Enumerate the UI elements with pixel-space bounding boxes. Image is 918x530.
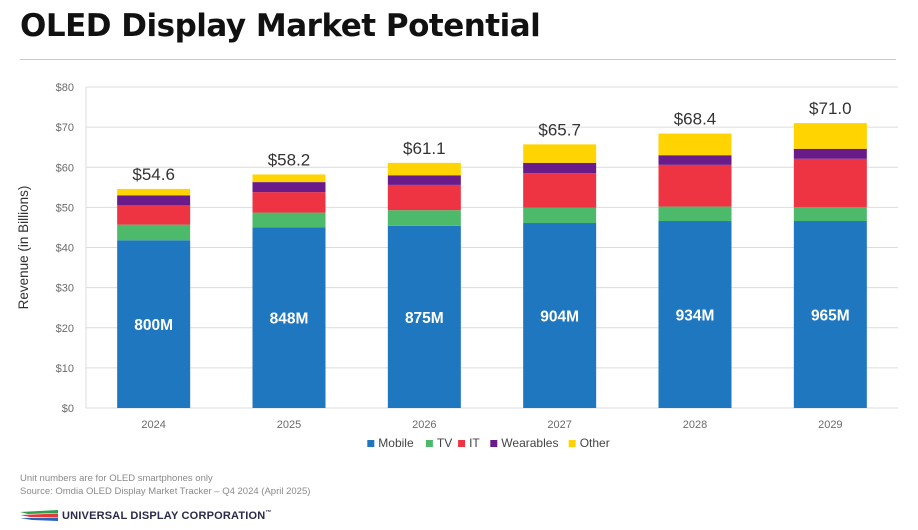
bar-it-2028 — [658, 164, 732, 207]
unit-label-2024: 800M — [134, 317, 173, 334]
total-label-2029: $71.0 — [809, 99, 852, 118]
bar-wearables-2025 — [252, 182, 326, 193]
legend-label-tv: TV — [437, 436, 452, 450]
bar-it-2024 — [117, 205, 191, 225]
logo-text: UNIVERSAL DISPLAY CORPORATION™ — [62, 510, 272, 522]
bar-other-2029 — [793, 123, 867, 149]
bar-mobile-2029 — [793, 221, 867, 408]
title-divider — [20, 59, 896, 60]
x-tick-label: 2027 — [547, 419, 571, 431]
bar-tv-2024 — [117, 224, 191, 241]
y-tick-label: $30 — [56, 283, 74, 295]
x-tick-label: 2025 — [277, 419, 301, 431]
y-tick-label: $10 — [56, 363, 74, 375]
legend-label-it: IT — [469, 436, 480, 450]
bar-mobile-2028 — [658, 221, 732, 408]
bar-it-2026 — [387, 184, 461, 211]
x-tick-label: 2028 — [683, 419, 707, 431]
x-tick-label: 2024 — [141, 419, 165, 431]
unit-label-2029: 965M — [811, 308, 850, 325]
legend-swatch-other — [568, 440, 576, 447]
unit-label-2026: 875M — [405, 310, 444, 327]
bar-mobile-2026 — [387, 225, 461, 408]
legend-swatch-tv — [425, 440, 433, 447]
bar-tv-2026 — [387, 210, 461, 226]
total-label-2028: $68.4 — [674, 110, 717, 129]
bar-it-2025 — [252, 192, 326, 213]
bar-wearables-2027 — [523, 162, 597, 174]
bar-other-2025 — [252, 174, 326, 183]
legend-swatch-wearables — [490, 440, 498, 447]
y-tick-label: $50 — [56, 202, 74, 214]
bar-it-2027 — [523, 173, 597, 208]
unit-label-2025: 848M — [270, 311, 309, 328]
legend-label-other: Other — [580, 436, 610, 450]
unit-label-2028: 934M — [676, 308, 715, 325]
bar-wearables-2026 — [387, 175, 461, 185]
unit-label-2027: 904M — [540, 309, 579, 326]
total-label-2026: $61.1 — [403, 139, 446, 158]
y-tick-label: $80 — [56, 82, 74, 94]
bar-tv-2027 — [523, 207, 597, 224]
bar-other-2027 — [523, 144, 597, 163]
total-label-2024: $54.6 — [132, 165, 175, 184]
y-tick-label: $60 — [56, 162, 74, 174]
bar-wearables-2028 — [658, 155, 732, 165]
y-tick-label: $20 — [56, 323, 74, 335]
bar-mobile-2027 — [523, 223, 597, 408]
y-tick-label: $40 — [56, 243, 74, 255]
total-label-2027: $65.7 — [538, 120, 581, 139]
bar-wearables-2029 — [793, 148, 867, 159]
chart: $0 $10 $20 $30 $40 $50 $60 $70 $80 Revenue (in Bi… — [16, 82, 898, 450]
bar-tv-2025 — [252, 212, 326, 228]
y-axis-label: Revenue (in Billions) — [16, 186, 31, 310]
bar-tv-2028 — [658, 206, 732, 222]
total-label-2025: $58.2 — [268, 150, 311, 169]
legend-label-mobile: Mobile — [378, 436, 414, 450]
logo-mark-icon — [20, 510, 58, 521]
legend-swatch-it — [458, 440, 466, 447]
footnote-source: Source: Omdia OLED Display Market Tracke… — [20, 486, 311, 497]
bar-other-2026 — [387, 162, 461, 176]
bar-mobile-2025 — [252, 227, 326, 408]
x-tick-label: 2026 — [412, 419, 436, 431]
legend-label-wearables: Wearables — [501, 436, 558, 450]
bar-it-2029 — [793, 158, 867, 207]
bar-other-2024 — [117, 188, 191, 196]
x-tick-label: 2029 — [818, 419, 842, 431]
bar-mobile-2024 — [117, 240, 191, 408]
y-tick-label: $70 — [56, 122, 74, 134]
chart-title: OLED Display Market Potential — [20, 8, 541, 44]
bar-tv-2029 — [793, 206, 867, 222]
footnote-units: Unit numbers are for OLED smartphones on… — [20, 473, 213, 484]
bar-other-2028 — [658, 133, 732, 156]
bar-wearables-2024 — [117, 195, 191, 206]
y-tick-label: $0 — [62, 403, 74, 415]
legend-swatch-mobile — [367, 440, 375, 447]
